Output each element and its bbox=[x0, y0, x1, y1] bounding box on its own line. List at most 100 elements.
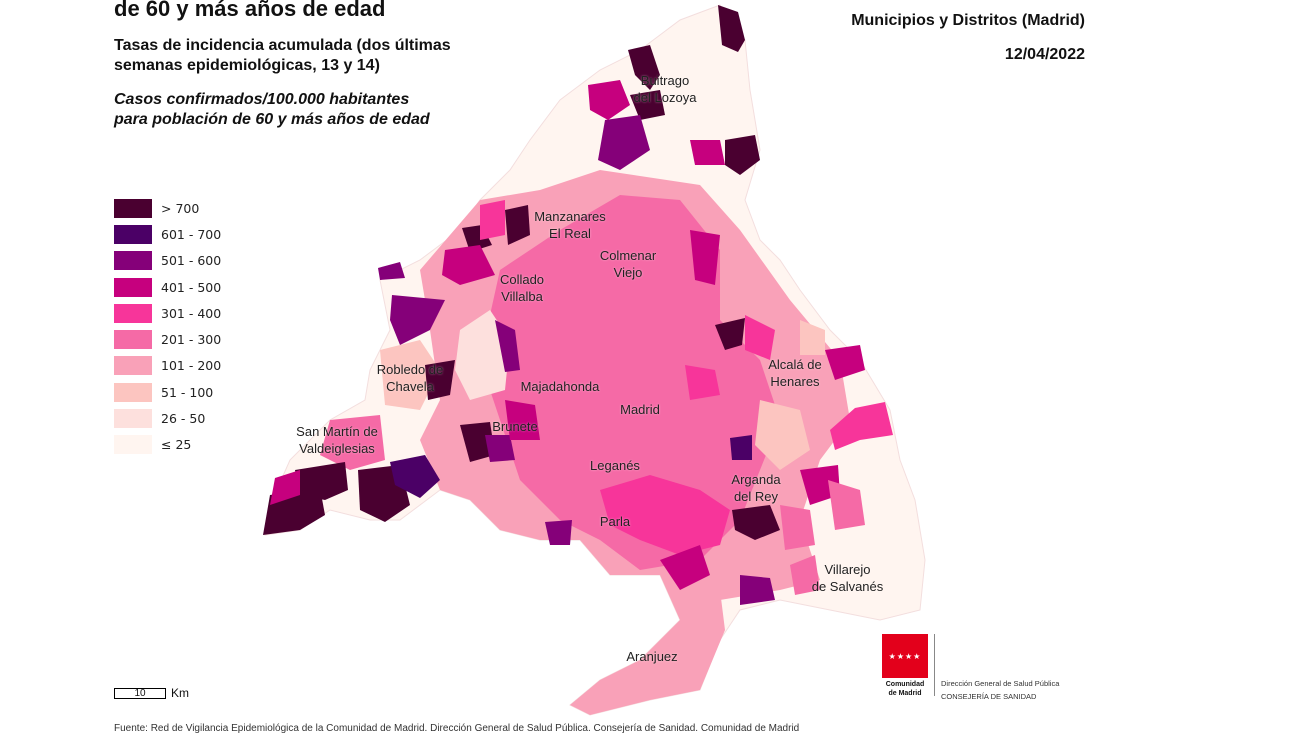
place-label-parla: Parla bbox=[599, 514, 631, 529]
scale-bar-unit: Km bbox=[171, 686, 189, 700]
legend-item: 401 - 500 bbox=[114, 274, 221, 300]
municipality bbox=[828, 480, 865, 530]
subtitle-line: Tasas de incidencia acumulada (dos últim… bbox=[114, 37, 451, 54]
place-label-madrid: Madrid bbox=[620, 402, 660, 417]
legend-item: ≤ 25 bbox=[114, 432, 221, 458]
legend-swatch bbox=[114, 330, 152, 350]
map-scope: Municipios y Distritos (Madrid) bbox=[851, 12, 1085, 29]
municipality bbox=[505, 400, 540, 440]
municipality bbox=[425, 360, 455, 400]
comunidad-madrid-logo: ★★★★ bbox=[882, 634, 928, 678]
municipality bbox=[690, 230, 720, 285]
legend-item: 101 - 200 bbox=[114, 353, 221, 379]
legend-label: 301 - 400 bbox=[161, 305, 222, 321]
map-legend: > 700 601 - 700 501 - 600 401 - 500 301 - 40… bbox=[114, 195, 221, 458]
place-label-aranjuez: Aranjuez bbox=[626, 649, 678, 664]
municipality bbox=[690, 140, 725, 165]
legend-label: 401 - 500 bbox=[161, 279, 222, 295]
map-date: 12/04/2022 bbox=[1004, 46, 1085, 63]
place-label-san-martin: San Martín de Valdeiglesias bbox=[296, 424, 378, 456]
municipality bbox=[442, 245, 495, 285]
source-note: Fuente: Red de Vigilancia Epidemiológica… bbox=[114, 723, 800, 734]
legend-item: 601 - 700 bbox=[114, 221, 221, 247]
subtitle-line: semanas epidemiológicas, 13 y 14) bbox=[114, 57, 380, 74]
map-title: de 60 y más años de edad bbox=[114, 0, 386, 21]
legend-item: 26 - 50 bbox=[114, 405, 221, 431]
divider bbox=[934, 634, 935, 696]
municipality bbox=[740, 575, 775, 605]
legend-item: 501 - 600 bbox=[114, 248, 221, 274]
municipality bbox=[732, 505, 780, 540]
logo-department: Dirección General de Salud Pública CONSEJ… bbox=[941, 679, 1060, 701]
municipality bbox=[630, 90, 665, 120]
legend-swatch bbox=[114, 435, 152, 455]
place-label-buitrago: Buitrago del Lozoya bbox=[633, 73, 697, 105]
municipality bbox=[460, 422, 495, 462]
legend-swatch bbox=[114, 356, 152, 376]
place-label-colmenar: Colmenar Viejo bbox=[599, 248, 657, 280]
legend-swatch bbox=[114, 409, 152, 429]
municipality bbox=[505, 205, 530, 245]
municipality bbox=[800, 465, 840, 505]
legend-label: 101 - 200 bbox=[161, 358, 222, 374]
place-label-arganda: Arganda del Rey bbox=[731, 472, 781, 504]
legend-item: 301 - 400 bbox=[114, 300, 221, 326]
municipality bbox=[715, 318, 745, 350]
legend-label: 201 - 300 bbox=[161, 332, 222, 348]
place-label-collado-villalba: Collado Villalba bbox=[499, 272, 545, 304]
legend-label: ≤ 25 bbox=[161, 437, 192, 453]
municipality bbox=[378, 262, 405, 280]
logo-org-name: Comunidad de Madrid bbox=[885, 681, 925, 697]
place-label-manzanares: Manzanares El Real bbox=[534, 209, 606, 241]
municipality bbox=[380, 340, 440, 410]
municipality bbox=[730, 435, 752, 460]
municipality bbox=[570, 590, 725, 715]
municipality bbox=[685, 365, 720, 400]
municipality bbox=[320, 415, 385, 470]
place-label-brunete: Brunete bbox=[492, 419, 538, 434]
municipality bbox=[270, 470, 300, 505]
legend-label: 26 - 50 bbox=[161, 411, 206, 427]
municipality bbox=[390, 455, 440, 498]
municipality bbox=[628, 45, 660, 90]
place-label-leganes: Leganés bbox=[590, 458, 640, 473]
municipality bbox=[725, 135, 760, 175]
municipality bbox=[545, 520, 572, 545]
municipality bbox=[455, 310, 510, 400]
municipality bbox=[755, 400, 810, 470]
map-subtitle: Tasas de incidencia acumulada (dos últim… bbox=[114, 36, 451, 76]
municipality bbox=[718, 5, 745, 52]
municipality bbox=[480, 200, 505, 240]
municipality bbox=[495, 320, 520, 372]
municipality bbox=[660, 545, 710, 590]
place-label-alcala: Alcalá de Henares bbox=[768, 357, 822, 389]
municipality bbox=[390, 295, 445, 345]
municipality bbox=[800, 320, 825, 355]
units-line: para población de 60 y más años de edad bbox=[114, 111, 430, 128]
legend-label: 501 - 600 bbox=[161, 253, 222, 269]
legend-swatch bbox=[114, 198, 152, 218]
scale-bar: 10 Km bbox=[114, 686, 189, 700]
municipality bbox=[598, 115, 650, 170]
municipality bbox=[600, 475, 730, 555]
legend-item: > 700 bbox=[114, 195, 221, 221]
legend-label: 601 - 700 bbox=[161, 226, 222, 242]
municipality bbox=[588, 80, 630, 120]
place-label-villarejo: Villarejo de Salvanés bbox=[811, 562, 884, 594]
legend-swatch bbox=[114, 382, 152, 402]
municipality bbox=[830, 402, 893, 450]
municipality bbox=[825, 345, 865, 380]
legend-swatch bbox=[114, 277, 152, 297]
legend-label: 51 - 100 bbox=[161, 384, 214, 400]
scale-bar-value: 10 bbox=[114, 687, 166, 699]
legend-item: 51 - 100 bbox=[114, 379, 221, 405]
map-units: Casos confirmados/100.000 habitantes par… bbox=[114, 90, 430, 130]
legend-swatch bbox=[114, 251, 152, 271]
legend-swatch bbox=[114, 303, 152, 323]
legend-item: 201 - 300 bbox=[114, 326, 221, 352]
units-line: Casos confirmados/100.000 habitantes bbox=[114, 91, 410, 108]
legend-swatch bbox=[114, 224, 152, 244]
municipality bbox=[480, 195, 780, 570]
municipality bbox=[780, 505, 815, 550]
